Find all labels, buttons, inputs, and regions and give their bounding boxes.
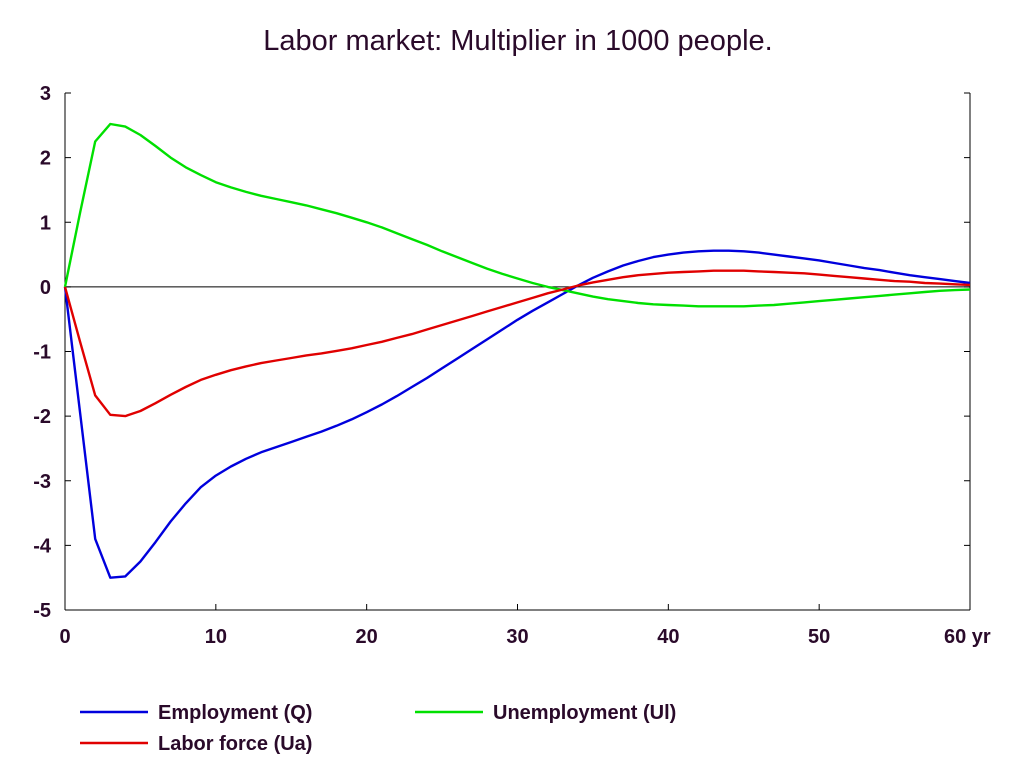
x-tick-label: 40: [657, 626, 679, 648]
y-tick-label: -4: [33, 535, 52, 557]
x-tick-label: 30: [506, 626, 528, 648]
legend-label: Employment (Q): [158, 702, 312, 724]
series-line-2: [63, 122, 971, 308]
x-tick-label: 60 yr: [944, 626, 991, 648]
y-tick-label: 2: [40, 148, 51, 170]
y-tick-label: -5: [33, 600, 51, 622]
chart-title: Labor market: Multiplier in 1000 people.: [263, 25, 772, 57]
series-lines: [63, 122, 971, 579]
x-tick-label: 0: [59, 626, 70, 648]
y-tick-label: 0: [40, 277, 51, 299]
y-axis: 3 2 1 0 -1 -2 -3 -4 -5: [33, 83, 970, 622]
legend-label: Unemployment (Ul): [493, 702, 676, 724]
y-tick-label: -2: [33, 406, 51, 428]
y-tick-label: 3: [40, 83, 51, 105]
x-tick-label: 10: [205, 626, 227, 648]
legend-label: Labor force (Ua): [158, 733, 312, 755]
x-tick-label: 50: [808, 626, 830, 648]
y-tick-label: 1: [40, 212, 51, 234]
plot-frame: [64, 93, 971, 611]
x-axis: 0 10 20 30 40 50 60 yr: [59, 604, 991, 648]
series-line-1: [63, 249, 971, 579]
y-tick-label: -3: [33, 471, 51, 493]
x-tick-label: 20: [356, 626, 378, 648]
y-tick-label: -1: [33, 342, 51, 364]
series-line-3: [63, 269, 971, 418]
legend: Employment (Q) Unemployment (Ul) Labor for…: [80, 702, 676, 755]
